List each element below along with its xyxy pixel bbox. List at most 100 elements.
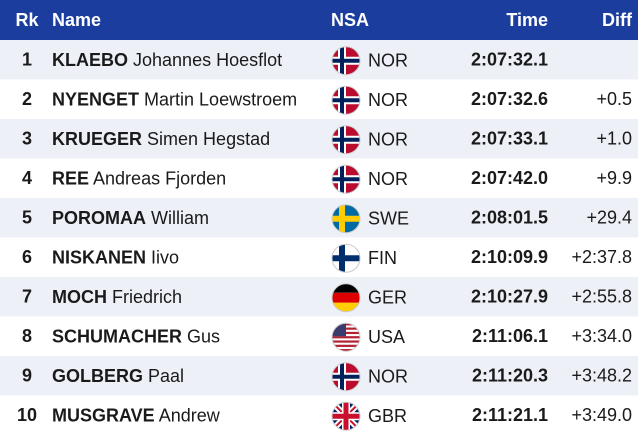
flag [332,165,360,194]
nsa: NOR [368,90,408,110]
nsa: GER [368,288,407,308]
flag-part [332,336,360,339]
flag-part [332,340,360,343]
row-bg [0,158,638,198]
flag-part [332,283,360,293]
diff: +9.9 [596,168,632,188]
diff: +2:55.8 [571,287,632,307]
header-cell: Name [52,10,101,30]
row-bg [0,395,638,435]
surname: NYENGET [52,89,139,109]
flag-part [332,255,360,262]
row-bg [0,119,638,159]
header-bar [0,0,638,40]
surname: KLAEBO [52,50,128,70]
flag-part [332,413,360,419]
rank: 7 [22,287,32,307]
diff: +3:48.2 [571,366,632,386]
flag-part [332,58,360,63]
rank: 8 [22,326,32,346]
flag [332,204,360,233]
time: 2:10:09.9 [471,247,548,267]
surname: KRUEGER [52,129,142,149]
rank: 9 [22,366,32,386]
time: 2:10:27.9 [471,287,548,307]
header-cell: Rk [15,10,39,30]
flag-border [331,362,361,392]
flag-part [332,374,360,379]
diff: +1.0 [596,129,632,149]
athlete-name: KRUEGER Simen Hegstad [52,129,270,149]
surname: POROMAA [52,208,146,228]
given-name: Friedrich [112,287,182,307]
row-bg [0,316,638,356]
nsa: GBR [368,406,407,426]
diff: +0.5 [596,89,632,109]
flag-border [331,204,361,234]
given-name: Iivo [151,247,179,267]
row-bg [0,277,638,317]
rank: 10 [17,405,37,425]
flag-part [332,215,360,222]
row-bg [0,40,638,80]
given-name: Martin Loewstroem [144,89,297,109]
diff: +29.4 [586,208,632,228]
diff: +3:49.0 [571,405,632,425]
row-bg [0,356,638,396]
flag-border [331,401,361,431]
time: 2:08:01.5 [471,208,548,228]
given-name: Andreas Fjorden [93,168,226,188]
rank: 6 [22,247,32,267]
flag [332,86,360,115]
flag [332,46,360,75]
rank: 3 [22,129,32,149]
time: 2:11:21.1 [472,405,548,425]
row-bg [0,237,638,277]
flag-border [331,243,361,273]
flag-part [332,177,360,182]
time: 2:07:32.1 [471,50,548,70]
header-cell: Diff [602,10,633,30]
nsa: NOR [368,51,408,71]
header-cell: Time [506,10,548,30]
athlete-name: POROMAA William [52,208,209,228]
time: 2:07:33.1 [471,129,548,149]
rank: 1 [22,50,32,70]
given-name: Johannes Hoesflot [133,50,282,70]
athlete-name: SCHUMACHER Gus [52,326,220,346]
flag-part [332,137,360,142]
surname: GOLBERG [52,366,143,386]
flag-part [332,344,360,347]
row-bg [0,79,638,119]
flag [332,362,360,391]
athlete-name: MOCH Friedrich [52,287,182,307]
nsa: USA [368,327,405,347]
athlete-name: KLAEBO Johannes Hoesflot [52,50,282,70]
flag-part [332,98,360,103]
flag-border [331,85,361,115]
given-name: Andrew [159,405,221,425]
nsa: FIN [368,248,397,268]
surname: MUSGRAVE [52,405,155,425]
flag [332,125,360,154]
flag [332,244,360,273]
athlete-name: NISKANEN Iivo [52,247,179,267]
flag-part [332,349,360,352]
athlete-name: NYENGET Martin Loewstroem [52,89,297,109]
given-name: Simen Hegstad [147,129,270,149]
flag-border [331,46,361,76]
given-name: Gus [187,326,220,346]
diff: +2:37.8 [571,247,632,267]
time: 2:07:42.0 [471,168,548,188]
flag-part [332,292,360,303]
surname: MOCH [52,287,107,307]
surname: SCHUMACHER [52,326,182,346]
time: 2:07:32.6 [471,89,548,109]
time: 2:11:06.1 [472,326,548,346]
rank: 4 [22,168,32,188]
flag-border [331,125,361,155]
nsa: NOR [368,130,408,150]
given-name: William [151,208,209,228]
flag [332,402,360,431]
nsa: SWE [368,209,409,229]
